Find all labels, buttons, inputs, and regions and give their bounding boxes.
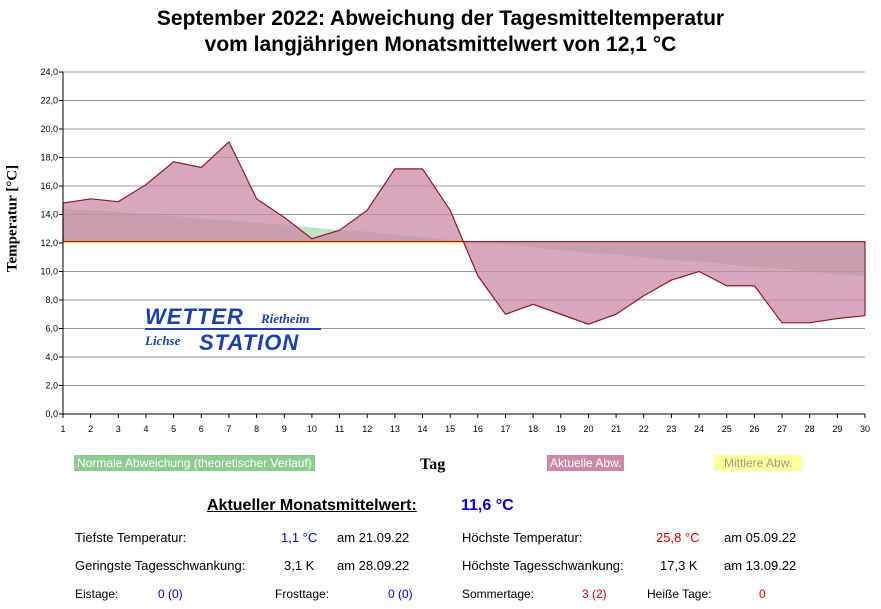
min-temp-value: 1,1 °C [281,530,318,545]
x-tick-label: 12 [362,424,372,434]
max-swing-date: am 13.09.22 [724,558,797,573]
x-tick-label: 15 [445,424,455,434]
icedays-label: Eistage: [75,587,119,601]
x-tick-label: 13 [390,424,400,434]
x-tick-label: 21 [611,424,621,434]
y-tick-label: 4,0 [45,352,58,362]
x-tick-label: 1 [60,424,65,434]
x-tick-label: 14 [418,424,428,434]
x-tick-label: 2 [88,424,93,434]
frostdays-value: 0 (0) [388,587,413,601]
x-tick-label: 11 [335,424,344,434]
y-tick-label: 6,0 [45,324,58,334]
y-tick-label: 10,0 [40,267,58,277]
y-tick-label: 0,0 [45,409,58,419]
series-actual-line [62,140,866,325]
y-tick-label: 22,0 [40,96,58,106]
logo-divider [145,328,321,330]
y-tick-label: 20,0 [40,124,58,134]
x-tick-label: 19 [556,424,566,434]
x-tick-label: 17 [500,424,510,434]
y-tick-label: 16,0 [40,181,58,191]
y-tick-label: 24,0 [40,67,58,77]
x-tick-label: 24 [694,424,704,434]
x-tick-label: 3 [116,424,121,434]
legend-actual-deviation: Aktuelle Abw. [547,455,625,471]
x-tick-label: 23 [666,424,676,434]
x-tick-label: 22 [639,424,649,434]
chart-title-line-1: September 2022: Abweichung der Tagesmitt… [156,7,725,30]
y-tick-label: 18,0 [40,153,58,163]
logo-word-wetter: WETTER [145,304,244,329]
icedays-value: 0 (0) [158,587,183,601]
max-temp-label: Höchste Temperatur: [462,530,583,545]
x-tick-label: 7 [226,424,231,434]
x-tick-label: 25 [722,424,732,434]
x-tick-label: 18 [528,424,538,434]
y-axis-label: Temperatur [°C] [4,164,21,273]
summerdays-label: Sommertage: [462,587,535,601]
x-tick-label: 28 [805,424,815,434]
x-tick-label: 9 [282,424,287,434]
monthly-mean-value: 11,6 °C [461,497,514,514]
min-swing-label: Geringste Tagesschwankung: [75,558,246,573]
summerdays-value: 3 (2) [582,587,607,601]
x-tick-label: 27 [777,424,787,434]
hotdays-value: 0 [759,587,766,601]
y-tick-label: 14,0 [40,210,58,220]
y-tick-label: 2,0 [45,381,58,391]
y-tick-label: 8,0 [45,295,58,305]
logo-word-station: STATION [199,330,300,355]
x-tick-label: 16 [473,424,483,434]
x-tick-label: 30 [860,424,870,434]
min-swing-value: 3,1 K [284,558,315,573]
x-tick-label: 4 [143,424,148,434]
wetter-station-logo: WETTER Rietheim Lichse STATION [145,304,325,356]
x-tick-label: 26 [749,424,759,434]
y-tick-label: 12,0 [40,238,58,248]
max-temp-date: am 05.09.22 [724,530,797,545]
chart-title-line-2: vom langjährigen Monatsmittelwert von 12… [204,33,677,56]
min-temp-date: am 21.09.22 [337,530,410,545]
max-swing-label: Höchste Tagesschwankung: [462,558,624,573]
x-tick-label: 6 [199,424,204,434]
max-swing-value: 17,3 K [660,558,698,573]
min-swing-date: am 28.09.22 [337,558,410,573]
logo-word-rietheim: Rietheim [261,311,310,326]
legend-normal-deviation: Normale Abweichung (theoretischer Verlau… [74,455,315,471]
x-axis-label: Tag [420,456,446,473]
logo-word-lichse: Lichse [145,333,181,348]
series-actual-area [63,141,865,325]
x-tick-label: 8 [254,424,259,434]
x-tick-label: 5 [171,424,176,434]
x-tick-label: 10 [307,424,317,434]
x-tick-label: 20 [583,424,593,434]
x-tick-label: 29 [832,424,842,434]
min-temp-label: Tiefste Temperatur: [75,530,187,545]
monthly-mean-label: Aktueller Monatsmittelwert: [207,497,417,514]
hotdays-label: Heiße Tage: [647,587,712,601]
legend-mean-deviation: Mittlere Abw. [714,455,803,471]
frostdays-label: Frosttage: [275,587,330,601]
max-temp-value: 25,8 °C [656,530,700,545]
